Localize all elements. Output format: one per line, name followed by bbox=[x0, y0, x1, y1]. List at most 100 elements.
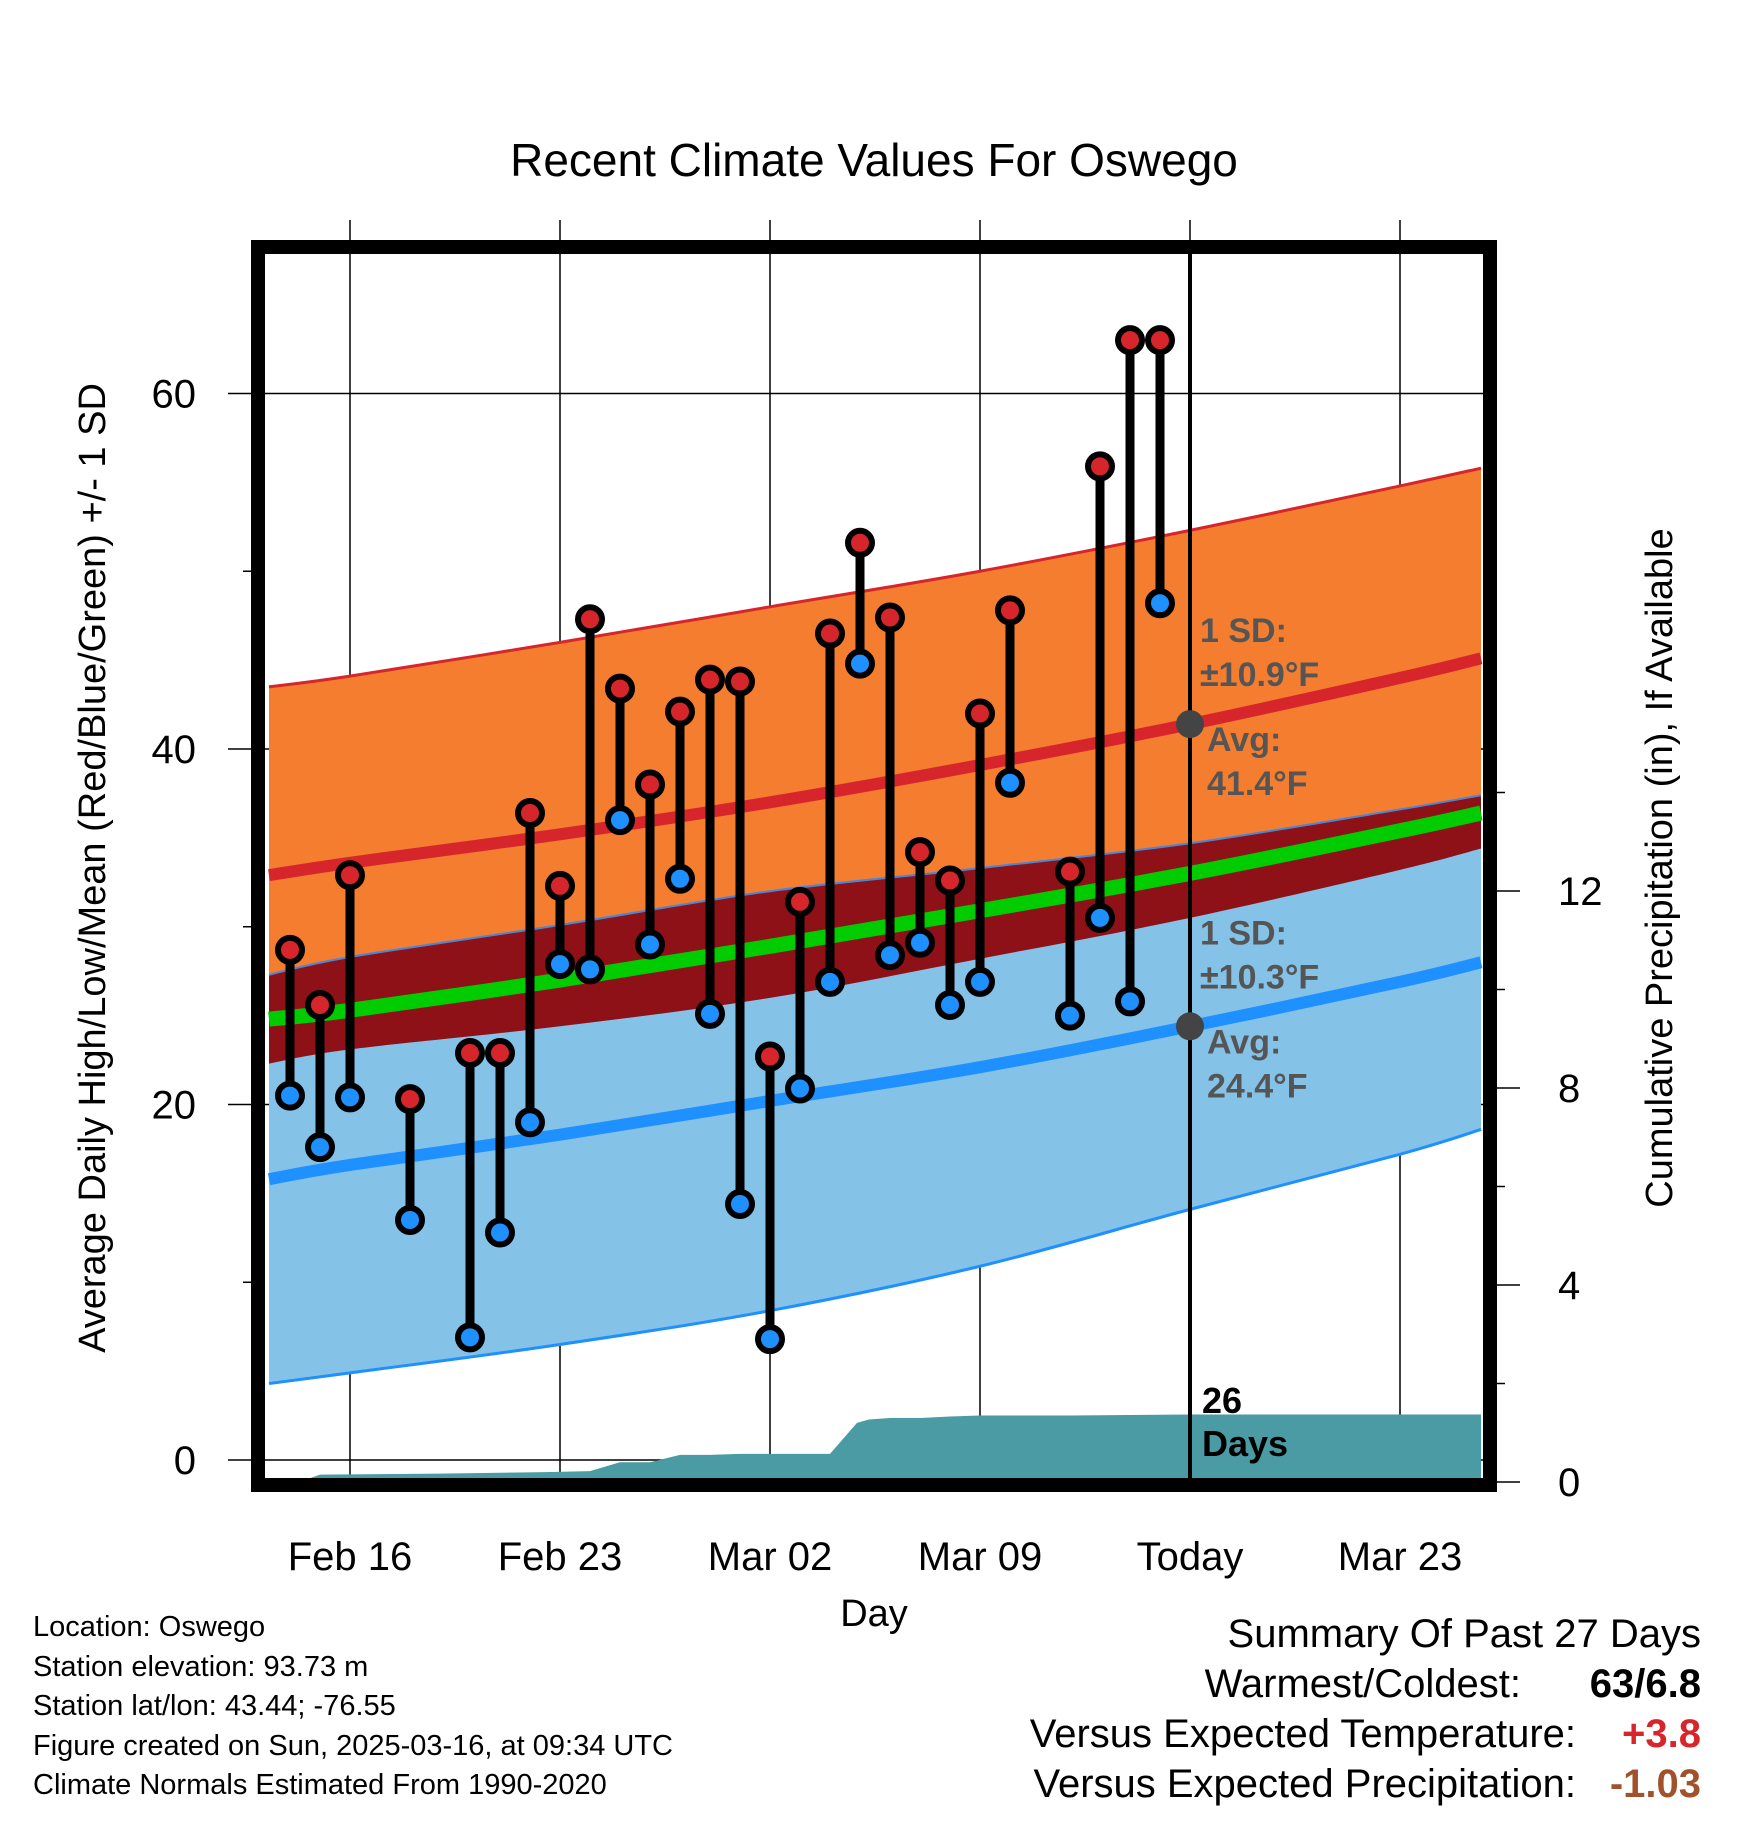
y2-tick-label: 0 bbox=[1558, 1461, 1580, 1505]
x-tick-label: Today bbox=[1137, 1535, 1244, 1579]
obs-high-point bbox=[1085, 451, 1115, 482]
obs-low-point bbox=[1085, 902, 1115, 933]
obs-low-point bbox=[545, 949, 575, 980]
x-tick-label: Feb 23 bbox=[498, 1535, 623, 1579]
location-text: Location: Oswego bbox=[33, 1611, 266, 1643]
y-tick-label: 0 bbox=[174, 1439, 196, 1483]
obs-low-point bbox=[665, 863, 695, 894]
elevation-text: Station elevation: 93.73 m bbox=[33, 1650, 369, 1683]
obs-low-point bbox=[935, 989, 965, 1020]
obs-high-point bbox=[995, 595, 1025, 626]
obs-high-point bbox=[305, 989, 335, 1020]
obs-high-point bbox=[575, 604, 605, 635]
obs-low-point bbox=[395, 1205, 425, 1236]
warm-cold-label: Warmest/Coldest: bbox=[1204, 1662, 1521, 1706]
low-upper-edge bbox=[268, 794, 1482, 976]
precip-area bbox=[269, 1414, 1481, 1482]
low-sd-value: ±10.3°F bbox=[1200, 958, 1319, 996]
x-axis-title: Day bbox=[840, 1593, 908, 1635]
obs-high-point bbox=[485, 1037, 515, 1068]
low-sd-label: 1 SD: bbox=[1200, 914, 1287, 952]
obs-low-point bbox=[1145, 588, 1175, 619]
obs-high-point bbox=[605, 673, 635, 704]
obs-high-point bbox=[335, 860, 365, 891]
precip-departure-label: Versus Expected Precipitation: bbox=[1033, 1762, 1576, 1806]
x-tick-label: Mar 02 bbox=[708, 1535, 833, 1579]
obs-low-point bbox=[605, 805, 635, 836]
obs-high-point bbox=[725, 666, 755, 697]
obs-high-point bbox=[905, 837, 935, 868]
normal-high-line bbox=[268, 652, 1483, 882]
y-tick-label: 20 bbox=[152, 1084, 197, 1128]
summary-heading: Summary Of Past 27 Days bbox=[1227, 1612, 1701, 1656]
obs-low-point bbox=[455, 1322, 485, 1353]
plot-area: 1 SD: ±10.9°F Avg: 41.4°F 1 SD: ±10.3°F Avg: 24… bbox=[152, 220, 1603, 1579]
high-upper-edge bbox=[268, 466, 1482, 689]
obs-high-point bbox=[965, 698, 995, 729]
obs-low-point bbox=[1055, 1000, 1085, 1031]
y2-tick-label: 12 bbox=[1558, 870, 1603, 914]
obs-low-point bbox=[275, 1080, 305, 1111]
y-axis-title: Average Daily High/Low/Mean (Red/Blue/Gr… bbox=[72, 383, 114, 1353]
obs-low-point bbox=[1115, 986, 1145, 1017]
obs-high-point bbox=[845, 527, 875, 558]
obs-high-point bbox=[935, 865, 965, 896]
warm-cold-value: 63/6.8 bbox=[1589, 1662, 1701, 1706]
obs-low-point bbox=[335, 1082, 365, 1113]
obs-high-point bbox=[815, 618, 845, 649]
normal-mean-line bbox=[268, 805, 1483, 1027]
obs-high-point bbox=[275, 934, 305, 965]
x-tick-label: Mar 09 bbox=[918, 1535, 1043, 1579]
days-count: 26 bbox=[1202, 1380, 1242, 1421]
low-avg-marker bbox=[1176, 1012, 1204, 1041]
obs-low-point bbox=[485, 1217, 515, 1248]
obs-high-point bbox=[515, 797, 545, 828]
obs-low-point bbox=[305, 1132, 335, 1163]
obs-low-point bbox=[965, 966, 995, 997]
obs-low-point bbox=[695, 998, 725, 1029]
obs-high-point bbox=[755, 1041, 785, 1072]
obs-low-point bbox=[755, 1324, 785, 1355]
y2-tick-label: 8 bbox=[1558, 1067, 1580, 1111]
x-tick-label: Mar 23 bbox=[1338, 1535, 1463, 1579]
plot-clipped-group bbox=[258, 247, 1490, 1485]
high-sd-label: 1 SD: bbox=[1200, 612, 1287, 650]
y2-axis-title: Cumulative Precipitation (in), If Availa… bbox=[1639, 528, 1681, 1207]
summary-panel: Summary Of Past 27 Days Warmest/Coldest:… bbox=[1030, 1612, 1701, 1812]
low-avg-label: Avg: bbox=[1207, 1023, 1281, 1061]
obs-low-point bbox=[995, 767, 1025, 798]
obs-low-point bbox=[725, 1189, 755, 1220]
obs-high-point bbox=[635, 769, 665, 800]
created-text: Figure created on Sun, 2025-03-16, at 09… bbox=[33, 1729, 673, 1762]
y-tick-label: 60 bbox=[152, 373, 197, 417]
obs-low-point bbox=[845, 648, 875, 679]
low-avg-value: 24.4°F bbox=[1207, 1067, 1308, 1105]
obs-low-point bbox=[905, 927, 935, 958]
high-avg-value: 41.4°F bbox=[1207, 765, 1308, 803]
obs-low-point bbox=[785, 1073, 815, 1104]
precip-departure-value: -1.03 bbox=[1609, 1762, 1701, 1806]
obs-high-point bbox=[875, 602, 905, 633]
obs-high-point bbox=[695, 664, 725, 695]
high-sd-value: ±10.9°F bbox=[1200, 656, 1319, 694]
days-label: Days bbox=[1202, 1423, 1288, 1464]
obs-low-point bbox=[575, 954, 605, 985]
obs-high-point bbox=[545, 870, 575, 901]
obs-high-point bbox=[665, 696, 695, 727]
latlon-text: Station lat/lon: 43.44; -76.55 bbox=[33, 1690, 396, 1723]
y2-tick-label: 4 bbox=[1558, 1264, 1580, 1308]
chart-title: Recent Climate Values For Oswego bbox=[510, 134, 1238, 186]
obs-low-point bbox=[635, 929, 665, 960]
obs-high-point bbox=[1055, 856, 1085, 887]
high-avg-marker bbox=[1176, 710, 1204, 739]
obs-high-point bbox=[785, 886, 815, 917]
obs-high-point bbox=[395, 1084, 425, 1115]
low-lower-edge bbox=[268, 1127, 1482, 1386]
normals-text: Climate Normals Estimated From 1990-2020 bbox=[33, 1769, 607, 1802]
obs-low-point bbox=[515, 1107, 545, 1138]
obs-low-point bbox=[815, 966, 845, 997]
temp-departure-value: +3.8 bbox=[1622, 1712, 1701, 1756]
obs-high-point bbox=[455, 1037, 485, 1068]
station-info: Location: Oswego Station elevation: 93.7… bbox=[33, 1608, 673, 1806]
